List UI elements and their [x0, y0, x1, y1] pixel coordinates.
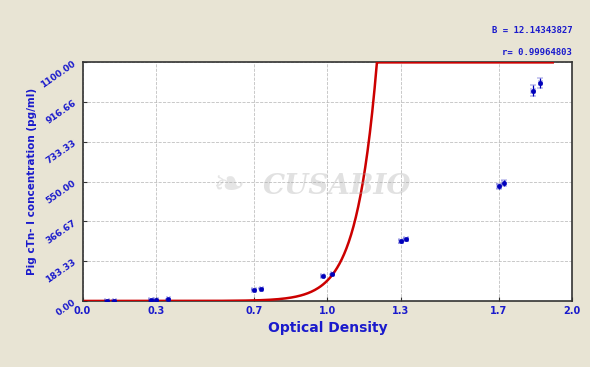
Text: ❧: ❧ — [213, 167, 246, 206]
Text: B = 12.14343827: B = 12.14343827 — [491, 26, 572, 35]
X-axis label: Optical Density: Optical Density — [268, 321, 387, 335]
Y-axis label: Pig cTn- Ⅰ concentration (pg/ml): Pig cTn- Ⅰ concentration (pg/ml) — [27, 88, 37, 275]
Text: CUSABIO: CUSABIO — [263, 173, 411, 200]
Text: r= 0.99964803: r= 0.99964803 — [503, 48, 572, 57]
